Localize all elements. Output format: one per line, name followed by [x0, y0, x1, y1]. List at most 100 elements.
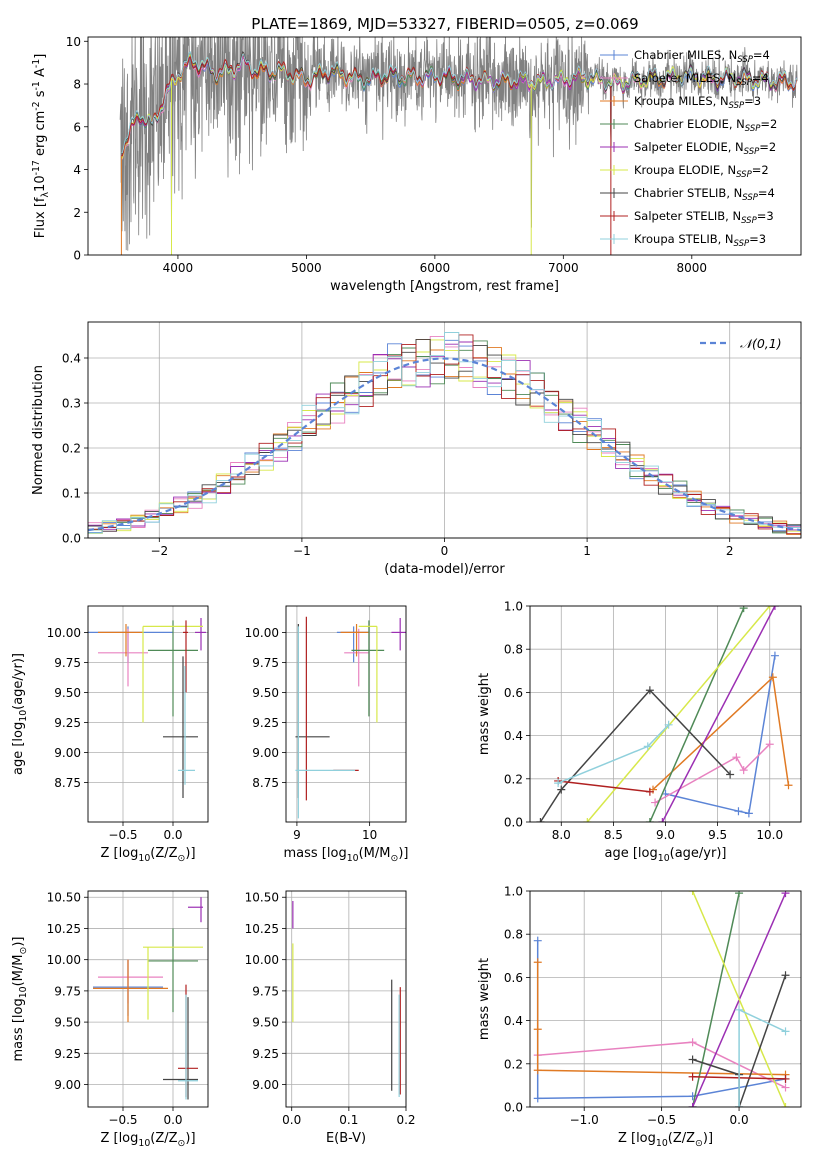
y-tick-label: 9.25	[252, 716, 279, 730]
x-tick-label: −1.0	[570, 1113, 599, 1127]
panel-age-vs-mass: 9 10 8.75 9.00 9.25 9.50 9.75 10.00 mass [log10(…	[245, 605, 409, 864]
weight-marker	[688, 891, 697, 895]
x-tick-label: 5000	[291, 261, 322, 275]
y-tick-label: 9.50	[54, 686, 81, 700]
x-axis-label: Z [log10(Z/Z⊙)]	[618, 1131, 713, 1149]
y-tick-label: 0.6	[504, 686, 523, 700]
weight-marker	[781, 1083, 790, 1092]
panel-weight-vs-Z: −1.0 −0.5 0.0 0.0 0.2 0.4 0.6 0.8 1.0 Z [log10(Z/…	[477, 885, 802, 1149]
y-tick-label: 8.75	[54, 776, 81, 790]
y-tick-label: 9.50	[54, 1016, 81, 1030]
x-tick-label: 0.1	[339, 1113, 358, 1127]
axes-frame	[285, 605, 407, 823]
plot-area	[292, 900, 401, 1098]
weight-marker	[765, 606, 774, 610]
weight-marker	[735, 1103, 744, 1107]
plot-area	[536, 606, 793, 822]
panel-spectrum: 4000 5000 6000 7000 8000 0 2 4 6 8 10 wavelength [A…	[31, 35, 802, 294]
x-tick-label: 1	[583, 544, 591, 558]
legend-label: Salpeter STELIB, NSSP=3	[634, 209, 774, 226]
x-tick-label: 9.0	[656, 828, 675, 842]
panel-mass-vs-EBV: 0.0 0.1 0.2 9.00 9.25 9.50 9.75 10.00 10.25 10.50…	[245, 890, 416, 1146]
y-tick-label: 0.0	[504, 816, 523, 830]
plot-area	[88, 332, 801, 538]
y-tick-label: 9.00	[54, 1078, 81, 1092]
x-tick-label: 0.0	[163, 828, 182, 842]
weight-line-kroupa-elodie	[691, 891, 787, 1107]
weight-marker	[533, 1094, 542, 1103]
y-tick-label: 9.00	[252, 1078, 279, 1092]
y-tick-label: 0.6	[504, 971, 523, 985]
x-tick-label: −0.5	[108, 828, 137, 842]
x-tick-label: 6000	[420, 261, 451, 275]
weight-marker	[658, 818, 667, 822]
weight-marker	[732, 753, 741, 762]
weight-marker	[688, 1072, 697, 1081]
legend-label: Salpeter MILES, NSSP=4	[634, 71, 769, 88]
x-tick-label: 2	[726, 544, 734, 558]
panel-residuals: −2 −1 0 1 2 0.0 0.1 0.2 0.3 0.4 (data-model)/error…	[31, 321, 802, 577]
x-tick-label: 7000	[548, 261, 579, 275]
x-tick-label: 0.0	[282, 1113, 301, 1127]
histogram-kroupa-stelib	[88, 332, 801, 534]
weight-marker	[533, 936, 542, 945]
y-tick-label: 0.4	[504, 729, 523, 743]
y-tick-label: 0.8	[504, 643, 523, 657]
weight-marker	[781, 891, 790, 898]
weight-marker	[688, 1055, 697, 1064]
legend-label: Salpeter ELODIE, NSSP=2	[634, 140, 776, 157]
y-tick-label: 0.2	[62, 442, 81, 456]
axes-frame	[87, 321, 802, 539]
weight-marker	[533, 1066, 542, 1075]
y-axis-label: mass [log10(M/M⊙)]	[11, 937, 29, 1062]
x-axis-label: (data-model)/error	[384, 562, 505, 577]
y-tick-label: 10.25	[245, 922, 279, 936]
weight-marker	[781, 1027, 790, 1036]
weight-line-chabrier-miles	[665, 655, 776, 815]
y-tick-label: 9.25	[54, 1047, 81, 1061]
weight-marker	[643, 742, 652, 751]
y-tick-label: 9.75	[252, 656, 279, 670]
y-tick-label: 10.50	[245, 891, 279, 905]
weight-marker	[744, 809, 753, 818]
weight-marker	[536, 818, 545, 822]
x-tick-label: 9	[293, 828, 301, 842]
weight-marker	[664, 720, 673, 729]
x-axis-label: mass [log10(M/M⊙)]	[284, 846, 409, 864]
weight-line-salpeter-miles	[654, 743, 771, 804]
y-tick-label: 0.0	[504, 1101, 523, 1115]
y-tick-label: 9.50	[252, 686, 279, 700]
y-axis-label: Normed distribution	[31, 365, 46, 495]
x-tick-label: 0.0	[163, 1113, 182, 1127]
y-tick-label: 0.2	[504, 772, 523, 786]
y-tick-label: 9.25	[252, 1047, 279, 1061]
y-axis-label: mass weight	[477, 673, 492, 755]
x-tick-label: 0.0	[730, 1113, 749, 1127]
x-axis-label: age [log10(age/yr)]	[605, 846, 727, 864]
y-tick-label: 9.00	[252, 746, 279, 760]
y-tick-label: 10.00	[245, 626, 279, 640]
weight-marker	[735, 1005, 744, 1014]
legend: Chabrier MILES, NSSP=4 Salpeter MILES, NS…	[600, 48, 777, 249]
y-tick-label: 10	[66, 35, 81, 49]
y-tick-label: 9.00	[54, 746, 81, 760]
panel-weight-vs-age: 8.0 8.5 9.0 9.5 10.0 0.0 0.2 0.4 0.6 0.8 1.0 age [l…	[477, 600, 802, 864]
weight-marker	[726, 770, 735, 779]
y-tick-label: 0.4	[62, 352, 81, 366]
weight-marker	[739, 606, 748, 613]
y-tick-label: 6	[73, 120, 81, 134]
weight-line-kroupa-elodie	[586, 606, 771, 822]
weight-line-salpeter-stelib	[558, 780, 650, 793]
axes-frame	[87, 36, 802, 256]
weight-line-kroupa-miles	[536, 962, 786, 1076]
x-tick-label: 4000	[163, 261, 194, 275]
weight-marker	[554, 779, 563, 788]
legend-label: Chabrier STELIB, NSSP=4	[634, 186, 775, 203]
legend-label: 𝒩(0,1)	[740, 336, 782, 351]
y-tick-label: 8.75	[252, 776, 279, 790]
y-tick-label: 10.00	[245, 953, 279, 967]
figure-title: PLATE=1869, MJD=53327, FIBERID=0505, z=0…	[251, 15, 638, 33]
y-tick-label: 10.25	[47, 922, 81, 936]
weight-marker	[645, 787, 654, 796]
